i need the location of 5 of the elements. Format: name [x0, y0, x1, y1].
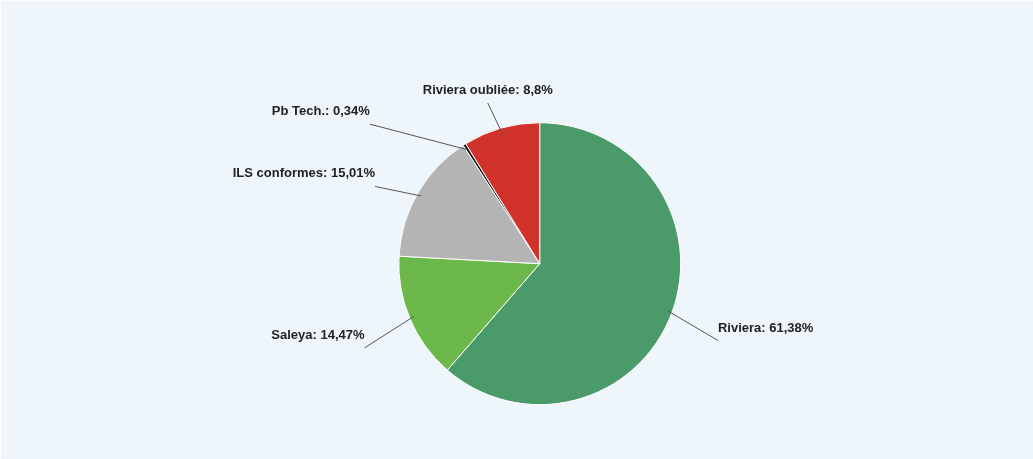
slice-label: Saleya: 14,47% — [271, 326, 365, 342]
slice-label: ILS conformes: 15,01% — [232, 165, 376, 181]
slice-label: Pb Tech.: 0,34% — [271, 103, 371, 119]
slice-label: Riviera oubliée: 8,8% — [422, 82, 554, 98]
slice-label: Riviera: 61,38% — [717, 319, 814, 335]
